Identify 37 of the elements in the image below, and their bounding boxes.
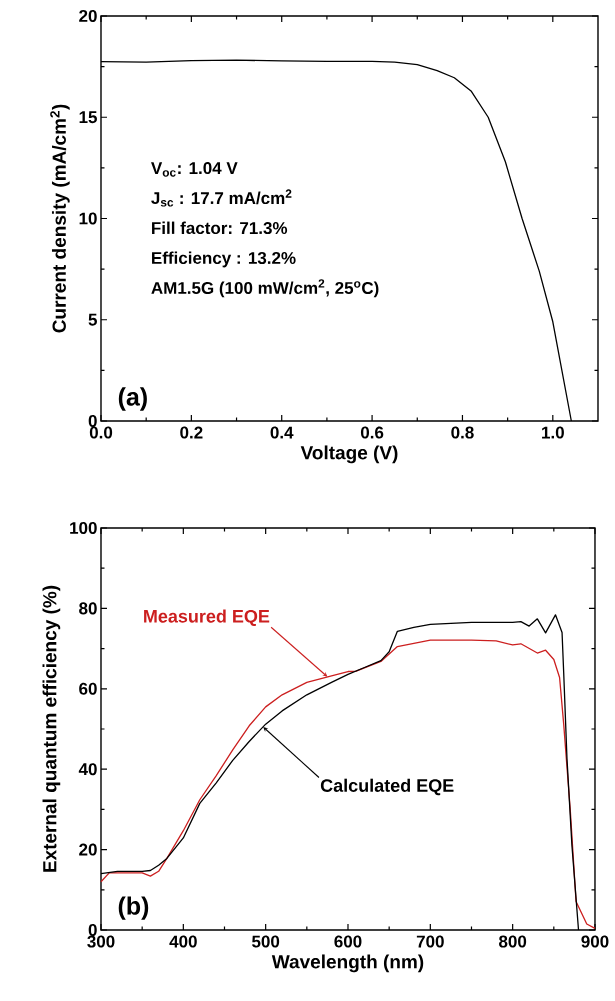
x-tick-label: 0.0 bbox=[89, 426, 113, 439]
x-tick-label: 300 bbox=[87, 935, 115, 948]
x-axis-title: Voltage (V) bbox=[300, 445, 398, 464]
y-tick-label: 80 bbox=[79, 602, 97, 615]
y-tick-label: 40 bbox=[78, 763, 97, 776]
x-tick-label: 400 bbox=[169, 935, 197, 948]
y-tick-label: 5 bbox=[88, 313, 97, 326]
y-tick-label: 0 bbox=[88, 923, 97, 937]
x-tick-label: 600 bbox=[334, 935, 362, 948]
x-tick-label: 500 bbox=[252, 935, 280, 948]
x-tick-label: 0.4 bbox=[270, 426, 294, 439]
y-tick-label: 0 bbox=[88, 414, 97, 428]
x-tick-label: 900 bbox=[581, 935, 609, 948]
x-tick-label: 0.6 bbox=[360, 426, 384, 439]
y-tick-label: 100 bbox=[70, 521, 97, 535]
x-axis-title: Wavelength (nm) bbox=[271, 954, 424, 973]
y-tick-label: 15 bbox=[79, 111, 97, 124]
x-tick-label: 800 bbox=[499, 935, 527, 948]
annotation: Efficiency : 13.2% bbox=[152, 251, 296, 268]
y-tick-label: 60 bbox=[79, 682, 97, 695]
annotation: V$_{oc}$: 1.04 V bbox=[151, 162, 238, 177]
y-tick-label: 10 bbox=[79, 212, 97, 225]
x-tick-label: 0.2 bbox=[180, 426, 203, 439]
y-tick-label: 20 bbox=[79, 9, 97, 23]
x-tick-label: 700 bbox=[416, 935, 444, 948]
annotation: (a) bbox=[118, 387, 147, 411]
y-axis-title: External quantum efficiency (%) bbox=[42, 585, 61, 872]
annotation: Measured EQE bbox=[144, 609, 270, 627]
annotation: (b) bbox=[118, 896, 149, 920]
annotation: Fill factor: 71.3% bbox=[152, 221, 288, 235]
annotation: AM1.5G (100 mW/cm$^{2}$, 25$^{o}$C) bbox=[151, 279, 379, 298]
annotation: Calculated EQE bbox=[320, 778, 454, 796]
y-axis-title: Current density (mA/cm$^{2}$) bbox=[50, 104, 70, 333]
y-tick-label: 20 bbox=[79, 843, 97, 856]
x-tick-label: 0.8 bbox=[451, 426, 474, 439]
x-tick-label: 1.0 bbox=[542, 426, 564, 439]
annotation: J$_{sc}$ : 17.7 mA/cm$^{2}$ bbox=[151, 189, 292, 207]
